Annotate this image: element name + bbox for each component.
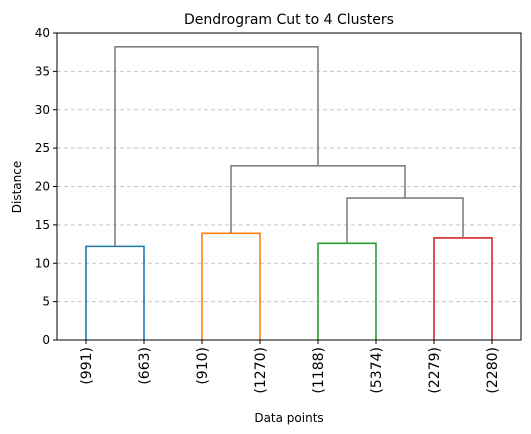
leaf-label: (2280) [485,347,501,394]
dendrogram-link [346,197,464,244]
y-tick-label: 5 [42,295,50,309]
leaf-label: (1188) [311,347,327,394]
y-tick-label: 10 [35,256,50,270]
y-axis-ticks: 0 5 10 15 20 25 30 35 40 [35,26,57,347]
x-axis-ticks: (991) (663) (910) (1270) (1188) (5374) (2279) (… [79,340,501,394]
gridlines [57,32,521,303]
leaf-label: (991) [79,347,95,385]
dendrogram-link [230,164,406,234]
leaf-label: (5374) [369,347,385,394]
leaf-label: (2279) [427,347,443,394]
y-tick-label: 40 [35,26,50,40]
leaf-label: (663) [137,347,153,385]
leaf-label: (1270) [253,347,269,394]
y-tick-label: 35 [35,64,50,78]
y-tick-label: 25 [35,141,50,155]
dendrogram-link [114,46,319,247]
dendrogram-link [433,237,493,340]
y-tick-label: 30 [35,103,50,117]
chart-title: Dendrogram Cut to 4 Clusters [184,12,394,28]
leaf-label: (910) [195,347,211,385]
x-axis-label: Data points [254,411,323,425]
y-axis-label: Distance [10,161,24,213]
dendrogram-link [201,232,261,340]
y-tick-label: 20 [35,180,50,194]
y-tick-label: 0 [42,333,50,347]
dendrogram-links [85,46,493,340]
dendrogram-link [85,245,145,340]
dendrogram-link [317,242,377,340]
y-tick-label: 15 [35,218,50,232]
